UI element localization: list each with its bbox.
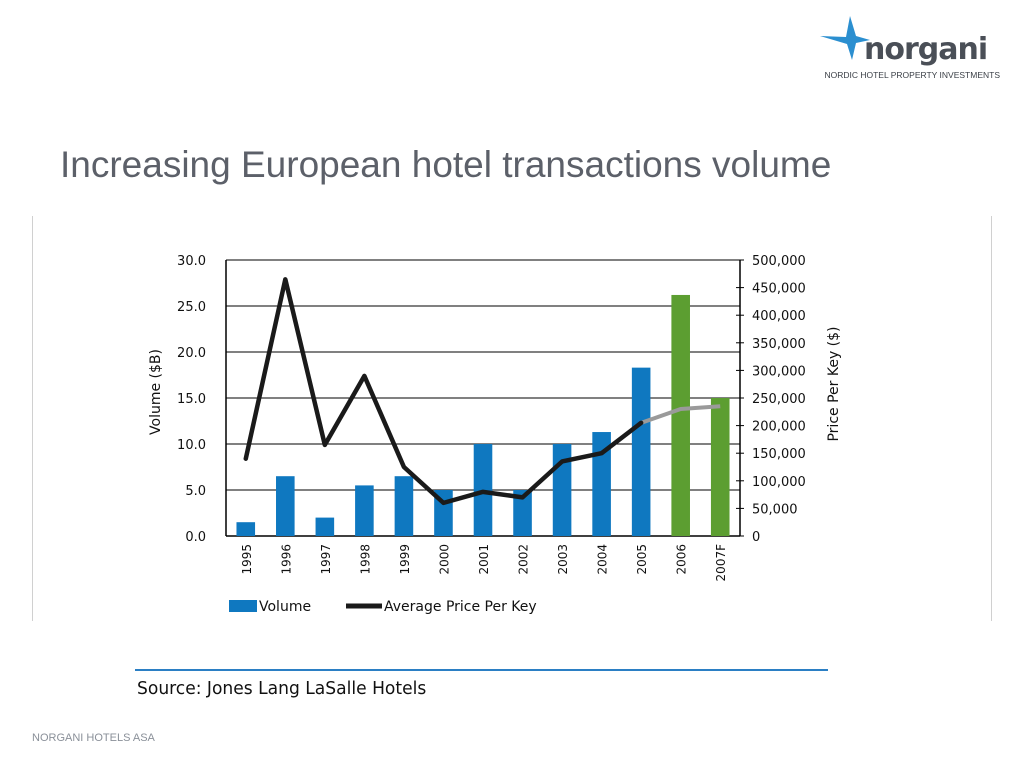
x-tick-label: 1999 (398, 544, 412, 575)
y-tick-label: 10.0 (177, 438, 206, 453)
volume-bar (592, 432, 611, 536)
y-tick-label: 5.0 (185, 484, 206, 499)
footer-company: NORGANI HOTELS ASA (32, 732, 155, 744)
y2-tick-label: 150,000 (752, 447, 806, 462)
x-tick-label: 2006 (675, 544, 689, 575)
y2-tick-label: 100,000 (752, 475, 806, 490)
x-tick-label: 2002 (517, 544, 531, 575)
volume-bar (394, 476, 414, 536)
y-tick-label: 0.0 (185, 530, 206, 545)
volume-bar (513, 490, 532, 536)
y2-tick-label: 0 (752, 530, 760, 545)
source-note: Source: Jones Lang LaSalle Hotels (137, 678, 427, 699)
norgani-logo: norgani NORDIC HOTEL PROPERTY INVESTMENT… (812, 10, 1002, 85)
volume-bar (315, 517, 335, 536)
x-tick-label: 2004 (596, 544, 610, 575)
x-tick-label: 2001 (477, 544, 491, 575)
y-tick-label: 20.0 (177, 346, 206, 361)
y-tick-label: 15.0 (177, 392, 206, 407)
x-tick-label: 1997 (319, 544, 333, 575)
legend-volume-swatch (229, 600, 257, 612)
legend-price-label: Average Price Per Key (384, 599, 537, 615)
chart-frame-right (991, 216, 992, 621)
price-line (243, 277, 644, 506)
legend-volume-label: Volume (259, 599, 311, 615)
x-tick-label: 2000 (437, 544, 451, 575)
source-divider (135, 669, 828, 671)
slide-title: Increasing European hotel transactions v… (60, 144, 832, 185)
x-tick-label: 1998 (358, 544, 372, 575)
x-tick-label: 1995 (240, 544, 254, 575)
volume-bar (355, 485, 374, 536)
volume-bar (671, 294, 690, 536)
x-tick-label: 2003 (556, 544, 570, 575)
x-tick-label: 2007F (714, 544, 728, 582)
x-tick-label: 1996 (279, 544, 293, 575)
chart-frame-left (32, 216, 33, 621)
y-axis-title: Volume ($B) (148, 349, 164, 435)
y-tick-label: 25.0 (177, 300, 206, 315)
y2-tick-label: 450,000 (752, 282, 806, 297)
x-tick-label: 2005 (635, 544, 649, 575)
logo-wordmark: norgani (864, 32, 988, 67)
y2-tick-label: 50,000 (752, 502, 798, 517)
y-tick-label: 30.0 (177, 254, 206, 269)
logo-star-icon (820, 16, 870, 60)
y2-tick-label: 250,000 (752, 392, 806, 407)
y2-tick-label: 200,000 (752, 420, 806, 435)
volume-bar (631, 367, 651, 536)
volume-bar (236, 522, 256, 536)
price-line-forecast (640, 404, 721, 425)
y2-tick-label: 350,000 (752, 337, 806, 352)
y2-axis-title: Price Per Key ($) (826, 326, 842, 441)
logo-tagline: NORDIC HOTEL PROPERTY INVESTMENTS (824, 70, 1000, 80)
y2-tick-label: 300,000 (752, 364, 806, 379)
y2-tick-label: 400,000 (752, 309, 806, 324)
volume-bar (552, 444, 572, 536)
y2-tick-label: 500,000 (752, 254, 806, 269)
volume-bar (276, 476, 295, 536)
volume-bar (710, 398, 730, 536)
